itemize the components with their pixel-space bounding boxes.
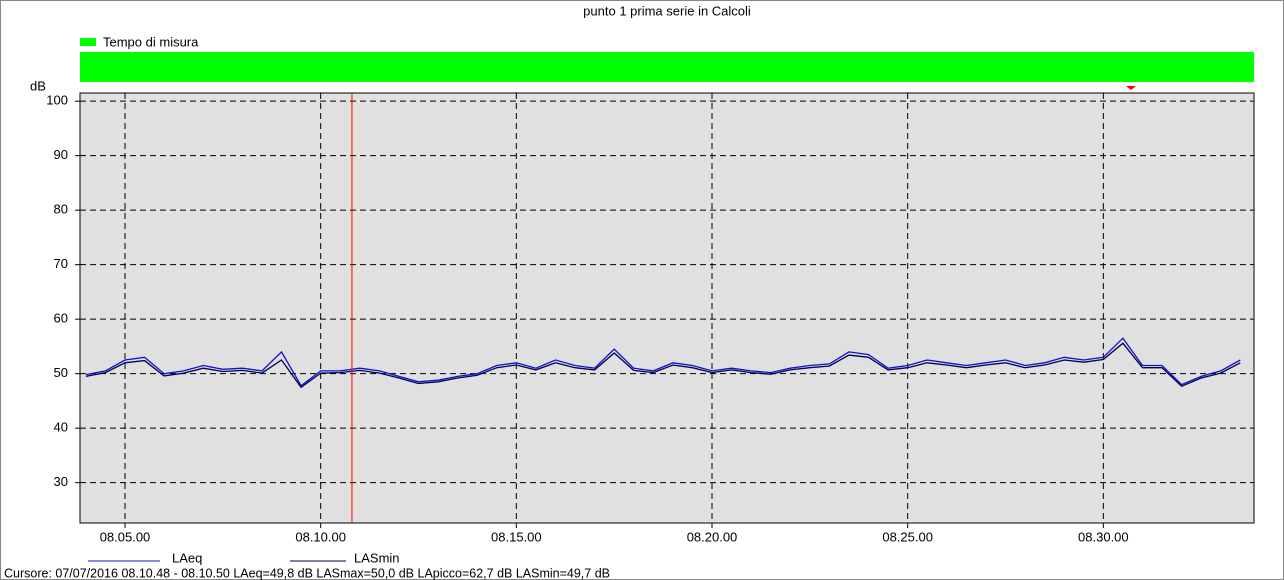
y-tick-label: 40 <box>54 420 68 435</box>
marker <box>1126 86 1136 90</box>
y-axis-label: dB <box>30 78 46 93</box>
x-tick-label: 08.10.00 <box>295 529 346 544</box>
x-tick-label: 08.20.00 <box>687 529 738 544</box>
y-tick-label: 30 <box>54 474 68 489</box>
y-tick-label: 70 <box>54 256 68 271</box>
series-line <box>85 337 1241 387</box>
y-tick-label: 50 <box>54 365 68 380</box>
cursor-status: Cursore: 07/07/2016 08.10.48 - 08.10.50 … <box>4 566 610 580</box>
band-legend-label: Tempo di misura <box>103 34 199 49</box>
chart-title: punto 1 prima serie in Calcoli <box>583 3 751 18</box>
y-tick-label: 60 <box>54 311 68 326</box>
plot-area <box>79 92 1255 524</box>
x-tick-label: 08.05.00 <box>100 529 151 544</box>
y-tick-label: 100 <box>46 93 68 108</box>
x-tick-label: 08.15.00 <box>491 529 542 544</box>
y-tick-label: 90 <box>54 147 68 162</box>
legend-label: LAeq <box>172 550 202 565</box>
legend-label: LASmin <box>354 550 400 565</box>
band-legend-swatch <box>80 38 96 46</box>
series-line <box>85 342 1241 389</box>
x-tick-label: 08.25.00 <box>882 529 933 544</box>
y-tick-label: 80 <box>54 202 68 217</box>
measurement-band <box>80 52 1254 82</box>
x-tick-label: 08.30.00 <box>1078 529 1129 544</box>
